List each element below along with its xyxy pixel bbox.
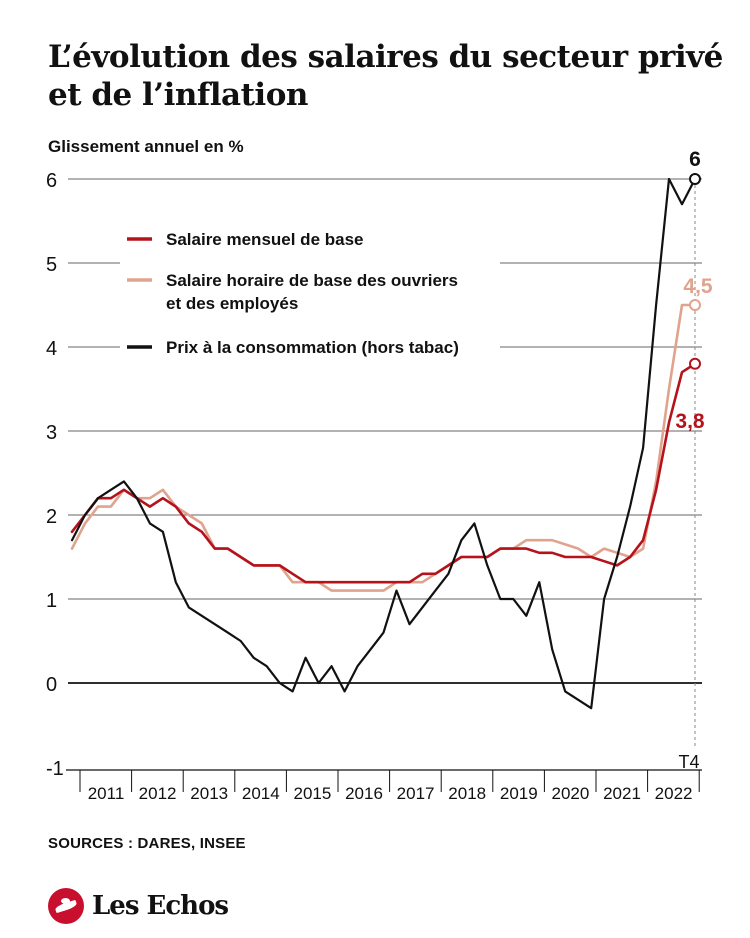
x-tick-label: 2014 xyxy=(242,784,280,803)
x-tick-label: 2020 xyxy=(551,784,589,803)
end-period-label: T4 xyxy=(678,752,699,772)
y-axis-label: Glissement annuel en % xyxy=(48,137,244,156)
y-tick-label: 1 xyxy=(46,590,57,612)
x-tick-label: 2018 xyxy=(448,784,486,803)
brand-logo: Les Echos xyxy=(48,888,229,924)
x-tick-label: 2011 xyxy=(88,784,125,803)
series-line-monthly-wage xyxy=(70,362,697,584)
x-tick-label: 2019 xyxy=(500,784,538,803)
legend-label-hourly-wage: Salaire horaire de base des ouvriers xyxy=(166,271,458,290)
line-chart: -1 0 1 2 3 4 5 6 2011 2012 2013 2014 2015 2016 2017 201… xyxy=(46,148,713,803)
x-tick-label: 2015 xyxy=(293,784,331,803)
end-value-label-consumer-prices: 6 xyxy=(689,148,701,171)
end-point-hourly-wage xyxy=(689,299,701,311)
x-tick-label: 2016 xyxy=(345,784,383,803)
series-line-consumer-prices xyxy=(70,177,697,710)
y-tick-label: 0 xyxy=(46,674,57,696)
sources-note: SOURCES : DARES, INSEE xyxy=(48,835,246,852)
x-tick-label: 2017 xyxy=(397,784,435,803)
brand-name: Les Echos xyxy=(92,891,229,921)
x-tick-label: 2021 xyxy=(603,784,641,803)
y-tick-label: -1 xyxy=(46,758,64,780)
legend-label-hourly-wage: et des employés xyxy=(166,294,298,313)
bird-logo-icon xyxy=(48,888,84,924)
legend-label-consumer-prices: Prix à la consommation (hors tabac) xyxy=(166,338,459,357)
legend-label-monthly-wage: Salaire mensuel de base xyxy=(166,230,364,249)
y-tick-label: 5 xyxy=(46,254,57,276)
legend-background xyxy=(120,222,500,362)
x-tick-label: 2022 xyxy=(655,784,693,803)
y-tick-label: 4 xyxy=(46,338,57,360)
x-tick-label: 2012 xyxy=(139,784,177,803)
end-point-monthly-wage xyxy=(689,357,701,370)
chart-title: L’évolution des salaires du secteur priv… xyxy=(48,39,723,113)
end-value-label-monthly-wage: 3,8 xyxy=(675,410,705,433)
x-tick-label: 2013 xyxy=(190,784,228,803)
y-tick-label: 6 xyxy=(46,170,57,192)
end-point-consumer-prices xyxy=(689,173,701,185)
end-value-label-hourly-wage: 4,5 xyxy=(683,275,713,298)
y-tick-label: 2 xyxy=(46,506,57,528)
y-tick-label: 3 xyxy=(46,422,57,444)
